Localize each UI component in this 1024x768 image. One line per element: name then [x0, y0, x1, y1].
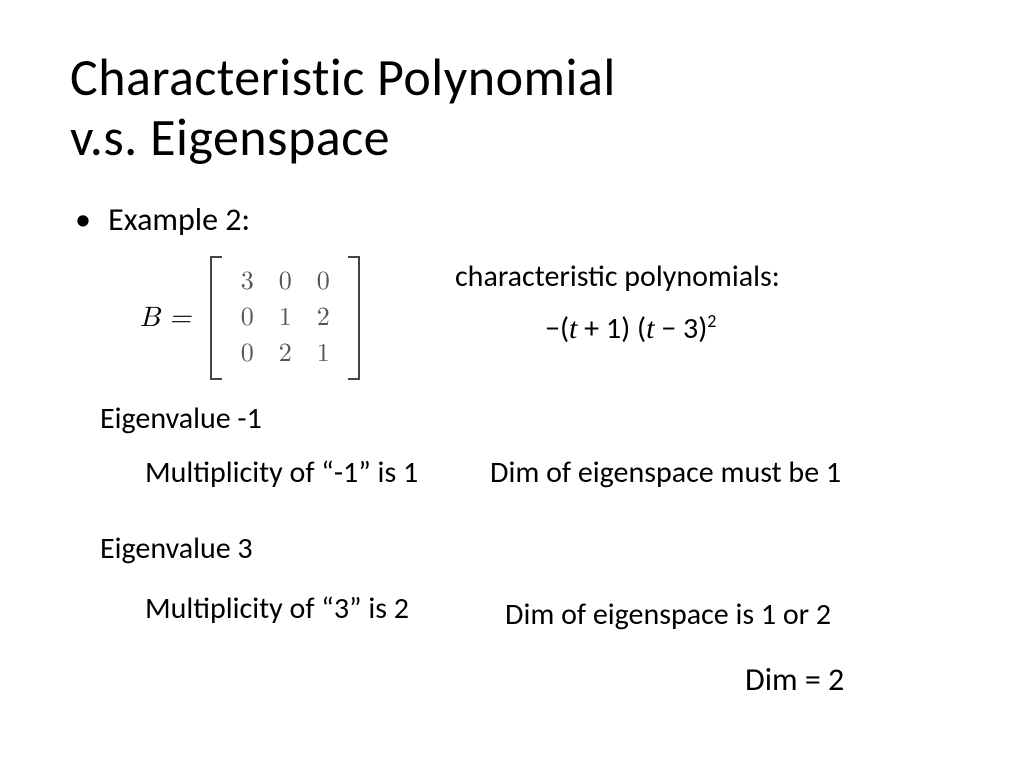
matrix-cell: 1 — [266, 300, 304, 336]
matrix-cell: 0 — [266, 264, 304, 300]
dimension-result: Dim = 2 — [745, 660, 844, 699]
slide-title: Characteristic Polynomial v.s. Eigenspac… — [70, 48, 616, 168]
expr-const2: 3 — [683, 310, 698, 347]
matrix-cell: 1 — [304, 336, 342, 372]
matrix-table: 3 0 0 0 1 2 0 2 1 — [228, 264, 342, 372]
eigenvalue-1-dimension: Dim of eigenspace must be 1 — [490, 454, 841, 491]
eigenvalue-1-heading: Eigenvalue -1 — [100, 400, 262, 437]
left-bracket-icon — [210, 256, 222, 380]
expr-close: ) — [698, 310, 707, 347]
matrix-cell: 0 — [228, 300, 266, 336]
slide: Characteristic Polynomial v.s. Eigenspac… — [0, 0, 1024, 768]
eigenvalue-3-heading: Eigenvalue 3 — [100, 530, 253, 567]
matrix-brackets: 3 0 0 0 1 2 0 2 1 — [210, 258, 360, 378]
title-line-1: Characteristic Polynomial — [70, 45, 616, 109]
matrix-cell: 2 — [266, 336, 304, 372]
matrix-symbol: B = — [140, 301, 191, 335]
bullet-label: Example 2: — [108, 200, 250, 239]
matrix-definition: B = 3 0 0 0 1 2 0 2 1 — [140, 258, 360, 378]
right-bracket-icon — [348, 256, 360, 380]
matrix-cell: 2 — [304, 300, 342, 336]
matrix-cell: 0 — [304, 264, 342, 300]
expr-between: ) ( — [621, 310, 646, 347]
matrix-cell: 0 — [228, 336, 266, 372]
title-line-2: v.s. Eigenspace — [70, 105, 390, 169]
eigenvalue-3-multiplicity: Multiplicity of “3” is 2 — [145, 590, 409, 627]
expr-const1: 1 — [606, 310, 621, 347]
charpoly-label: characteristic polynomials: — [455, 258, 780, 295]
eigenvalue-1-multiplicity: Multiplicity of “-1” is 1 — [145, 454, 418, 491]
eigenvalue-3-dimension: Dim of eigenspace is 1 or 2 — [505, 596, 831, 633]
expr-exponent: 2 — [707, 310, 716, 332]
matrix-cell: 3 — [228, 264, 266, 300]
expr-op2: − — [654, 310, 683, 347]
expr-prefix: −( — [545, 310, 569, 347]
expr-op1: + — [577, 310, 606, 347]
charpoly-expression: −(t + 1) (t − 3)2 — [545, 310, 716, 347]
example-bullet: Example 2: — [75, 200, 250, 239]
